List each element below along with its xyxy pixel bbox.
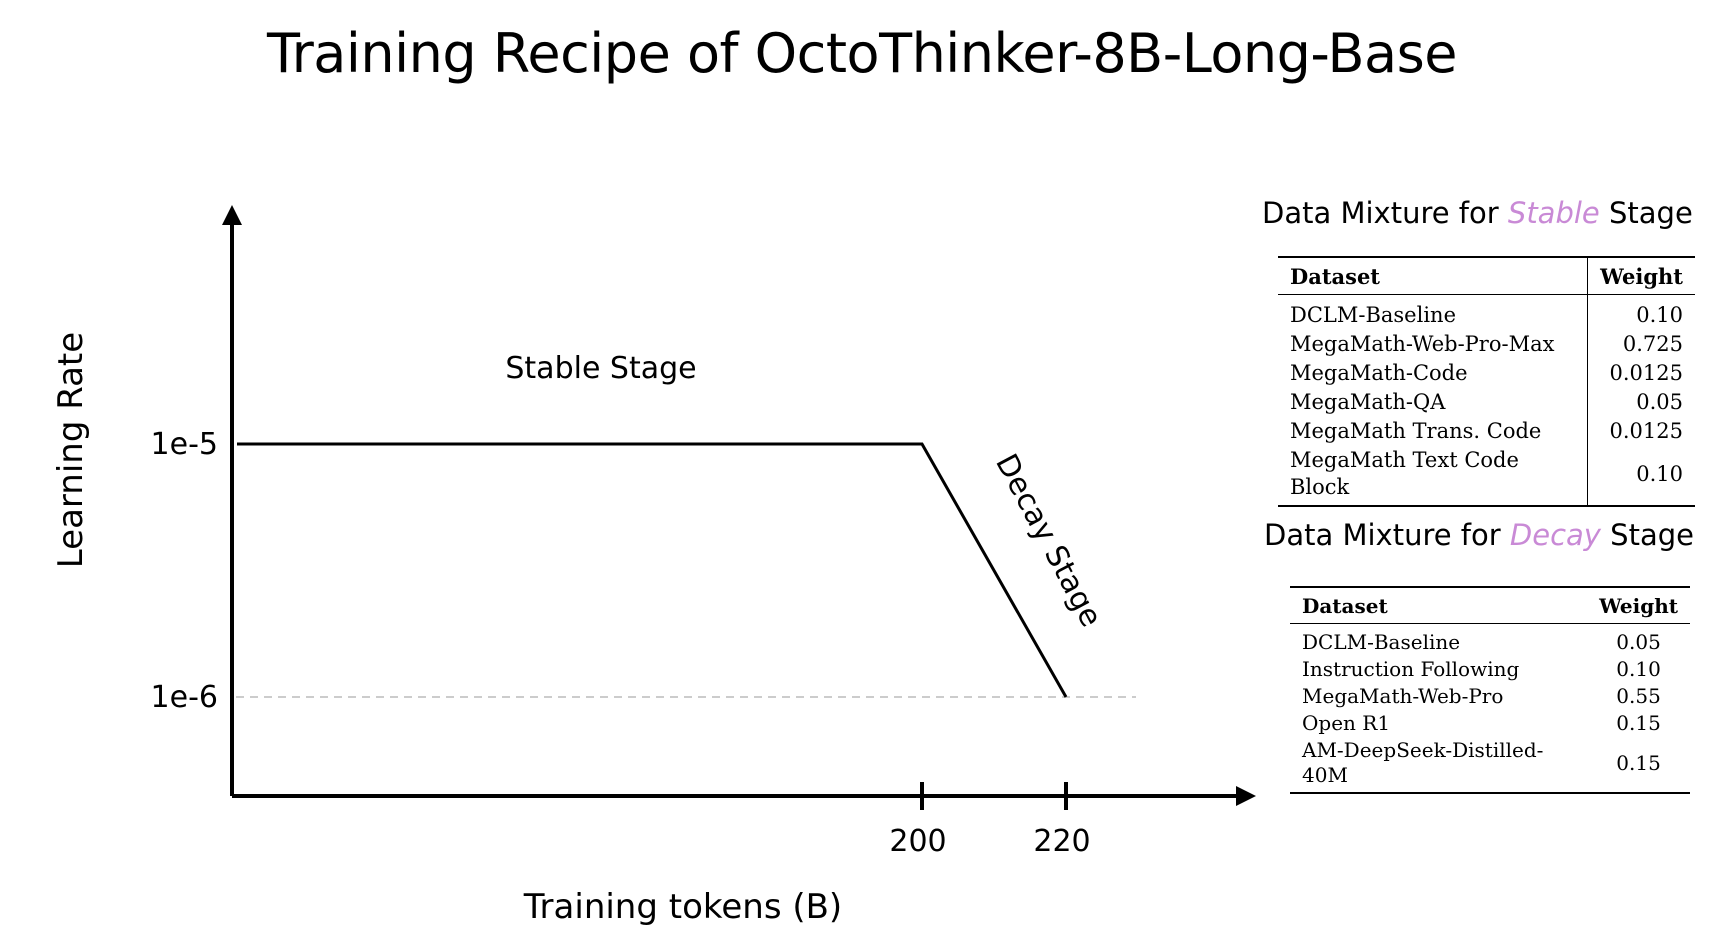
dataset-cell: DCLM-Baseline (1302, 630, 1461, 654)
table-row: DCLM-Baseline 0.05 (1290, 624, 1690, 657)
table-row: MegaMath-Code 0.0125 (1278, 359, 1695, 388)
table-row: DCLM-Baseline 0.10 (1278, 294, 1695, 330)
weight-cell: 0.10 (1587, 446, 1695, 506)
y-axis-arrowhead (222, 205, 242, 225)
weight-cell: 0.05 (1587, 388, 1695, 417)
chart-labels: 200 220 1e-5 1e-6 Training tokens (B) Learnin… (51, 332, 1109, 927)
stable-heading-accent: Stable (1507, 196, 1600, 230)
dataset-cell: DCLM-Baseline (1290, 303, 1456, 327)
column-header-weight: Weight (1587, 257, 1695, 295)
decay-stage-annotation: Decay Stage (988, 448, 1108, 633)
x-axis-arrowhead (1236, 786, 1256, 806)
stable-table-heading: Data Mixture for Stable Stage (1262, 196, 1693, 230)
stable-heading-suffix: Stage (1599, 196, 1693, 230)
x-axis-label: Training tokens (B) (523, 887, 842, 927)
decay-mixture-table: Dataset Weight DCLM-Baseline 0.05 Instruct… (1290, 586, 1690, 794)
table-header-row: Dataset Weight (1290, 587, 1690, 624)
chart-marks (236, 442, 1136, 698)
dataset-cell: MegaMath Trans. Code (1290, 419, 1542, 443)
learning-rate-chart: 200 220 1e-5 1e-6 Training tokens (B) Learnin… (51, 205, 1256, 927)
y-tick-label: 1e-6 (151, 680, 218, 715)
table-row: MegaMath-Web-Pro-Max 0.725 (1278, 330, 1695, 359)
table-row: MegaMath-Web-Pro 0.55 (1290, 683, 1690, 710)
weight-cell: 0.15 (1616, 711, 1661, 735)
dataset-cell: MegaMath-QA (1290, 390, 1446, 414)
table-row: MegaMath Text Code Block 0.10 (1278, 446, 1695, 506)
weight-cell: 0.725 (1587, 330, 1695, 359)
table-row: Instruction Following 0.10 (1290, 656, 1690, 683)
stable-heading-prefix: Data Mixture for (1262, 196, 1508, 230)
weight-cell: 0.55 (1616, 684, 1661, 708)
y-axis-label: Learning Rate (51, 332, 91, 568)
table-header-row: Dataset Weight (1278, 257, 1695, 295)
weight-cell: 0.10 (1587, 294, 1695, 330)
stable-mixture-table: Dataset Weight DCLM-Baseline 0.10 MegaMath… (1278, 256, 1695, 507)
chart-title: Training Recipe of OctoThinker-8B-Long-B… (267, 22, 1457, 85)
dataset-cell: MegaMath Text Code Block (1290, 448, 1519, 499)
axes (222, 205, 1256, 810)
column-header-dataset: Dataset (1290, 264, 1381, 289)
dataset-cell: Open R1 (1302, 711, 1391, 735)
dataset-cell: MegaMath-Web-Pro-Max (1290, 332, 1555, 356)
decay-heading-suffix: Stage (1600, 518, 1694, 552)
stable-stage-annotation: Stable Stage (505, 351, 696, 386)
table-row: Open R1 0.15 (1290, 710, 1690, 737)
weight-cell: 0.0125 (1587, 417, 1695, 446)
decay-heading-prefix: Data Mixture for (1264, 518, 1510, 552)
y-tick-label: 1e-5 (151, 427, 218, 462)
weight-cell: 0.0125 (1587, 359, 1695, 388)
table-row: MegaMath Trans. Code 0.0125 (1278, 417, 1695, 446)
dataset-cell: AM-DeepSeek-Distilled-40M (1302, 738, 1544, 787)
dataset-cell: MegaMath-Code (1290, 361, 1468, 385)
x-tick-label: 200 (889, 824, 946, 859)
weight-cell: 0.15 (1616, 750, 1661, 775)
table-row: AM-DeepSeek-Distilled-40M 0.15 (1290, 737, 1690, 793)
decay-table-heading: Data Mixture for Decay Stage (1264, 518, 1694, 552)
column-header-weight: Weight (1599, 594, 1678, 618)
weight-cell: 0.05 (1616, 630, 1661, 654)
decay-heading-accent: Decay (1509, 518, 1601, 552)
x-tick-label: 220 (1033, 824, 1090, 859)
table-row: MegaMath-QA 0.05 (1278, 388, 1695, 417)
column-header-dataset: Dataset (1302, 594, 1388, 618)
weight-cell: 0.10 (1616, 657, 1661, 681)
dataset-cell: MegaMath-Web-Pro (1302, 684, 1504, 708)
learning-rate-line (237, 442, 1068, 698)
dataset-cell: Instruction Following (1302, 657, 1520, 681)
